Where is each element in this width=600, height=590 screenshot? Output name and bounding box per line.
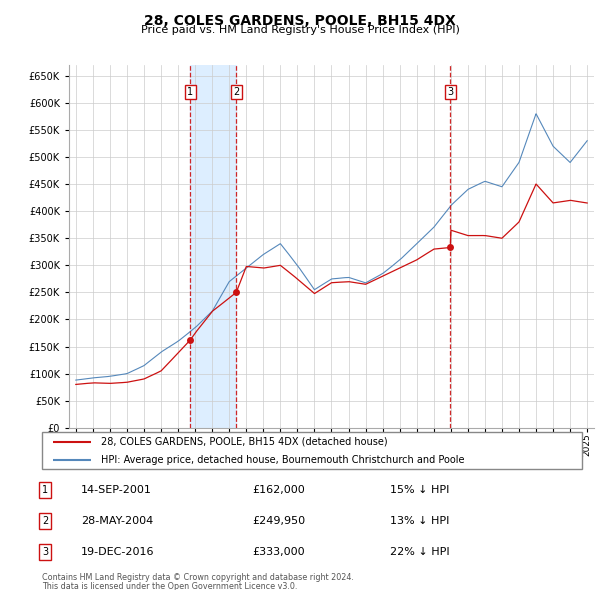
Text: Price paid vs. HM Land Registry's House Price Index (HPI): Price paid vs. HM Land Registry's House … [140, 25, 460, 35]
Text: 14-SEP-2001: 14-SEP-2001 [81, 486, 152, 495]
FancyBboxPatch shape [42, 432, 582, 469]
Text: 2: 2 [233, 87, 239, 97]
Text: £333,000: £333,000 [252, 547, 305, 556]
Text: £249,950: £249,950 [252, 516, 305, 526]
Text: 28-MAY-2004: 28-MAY-2004 [81, 516, 153, 526]
Text: 28, COLES GARDENS, POOLE, BH15 4DX (detached house): 28, COLES GARDENS, POOLE, BH15 4DX (deta… [101, 437, 388, 447]
Bar [190, 65, 236, 428]
Text: £162,000: £162,000 [252, 486, 305, 495]
Text: 28, COLES GARDENS, POOLE, BH15 4DX: 28, COLES GARDENS, POOLE, BH15 4DX [144, 14, 456, 28]
Text: Contains HM Land Registry data © Crown copyright and database right 2024.: Contains HM Land Registry data © Crown c… [42, 573, 354, 582]
Text: 1: 1 [187, 87, 193, 97]
Text: 2: 2 [42, 516, 48, 526]
Text: 19-DEC-2016: 19-DEC-2016 [81, 547, 155, 556]
Text: 3: 3 [42, 547, 48, 556]
Text: This data is licensed under the Open Government Licence v3.0.: This data is licensed under the Open Gov… [42, 582, 298, 590]
Text: 1: 1 [42, 486, 48, 495]
Text: HPI: Average price, detached house, Bournemouth Christchurch and Poole: HPI: Average price, detached house, Bour… [101, 455, 465, 465]
Text: 15% ↓ HPI: 15% ↓ HPI [390, 486, 449, 495]
Text: 13% ↓ HPI: 13% ↓ HPI [390, 516, 449, 526]
Text: 22% ↓ HPI: 22% ↓ HPI [390, 547, 449, 556]
Text: 3: 3 [447, 87, 454, 97]
